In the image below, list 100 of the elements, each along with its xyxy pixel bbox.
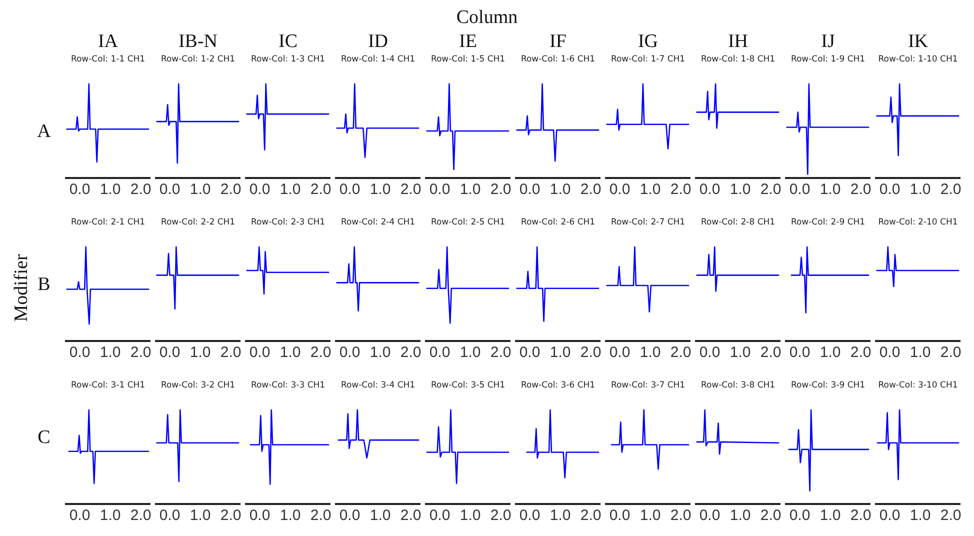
x-tick-label: 2.0 — [130, 181, 152, 198]
x-tick-label: 0.0 — [339, 181, 360, 198]
chart-title: Row-Col: 3-4 CH1 — [340, 380, 416, 390]
x-tick-label: 2.0 — [850, 181, 872, 198]
x-tick-label: 2.0 — [580, 344, 602, 362]
chart-title: Row-Col: 1-8 CH1 — [700, 54, 776, 64]
chart-title: Row-Col: 2-8 CH1 — [700, 217, 776, 228]
x-tick-label: 2.0 — [130, 344, 152, 362]
x-tick-label: 1.0 — [550, 507, 571, 524]
x-tick-label: 1.0 — [910, 181, 931, 198]
chart-title: Row-Col: 3-6 CH1 — [520, 380, 596, 390]
chart-title: Row-Col: 2-4 CH1 — [340, 217, 416, 228]
category-label: IB-N — [178, 31, 218, 53]
x-tick-label: 1.0 — [100, 344, 121, 362]
x-tick-label: 1.0 — [280, 181, 301, 198]
chart-title: Row-Col: 1-10 CH1 — [878, 54, 958, 64]
x-tick-label: 0.0 — [159, 507, 180, 524]
x-tick-label: 2.0 — [670, 344, 692, 362]
x-tick-label: 0.0 — [879, 181, 900, 198]
x-tick-label: 0.0 — [609, 344, 630, 362]
chart-title: Row-Col: 3-5 CH1 — [430, 380, 506, 390]
x-tick-label: 0.0 — [609, 507, 630, 524]
x-tick-label: 0.0 — [429, 507, 450, 524]
x-tick-label: 2.0 — [310, 507, 332, 524]
x-tick-label: 1.0 — [370, 181, 391, 198]
x-tick-label: 2.0 — [670, 181, 692, 198]
x-tick-label: 1.0 — [100, 507, 121, 524]
x-tick-label: 1.0 — [190, 507, 211, 524]
chart-title: Row-Col: 3-1 CH1 — [70, 380, 146, 390]
category-label: ID — [368, 31, 388, 53]
x-tick-label: 1.0 — [460, 181, 481, 198]
x-tick-label: 0.0 — [519, 181, 540, 198]
x-tick-label: 2.0 — [220, 181, 242, 198]
x-tick-label: 1.0 — [640, 344, 661, 362]
category-label: C — [38, 427, 50, 448]
x-tick-label: 2.0 — [490, 181, 512, 198]
chart-title: Row-Col: 1-4 CH1 — [340, 54, 416, 64]
x-tick-label: 1.0 — [910, 344, 931, 362]
x-tick-label: 1.0 — [820, 344, 841, 362]
x-tick-label: 1.0 — [730, 507, 751, 524]
x-tick-label: 2.0 — [580, 181, 602, 198]
x-tick-label: 0.0 — [879, 344, 900, 362]
x-tick-label: 2.0 — [760, 181, 782, 198]
x-tick-label: 2.0 — [940, 344, 962, 362]
x-tick-label: 2.0 — [850, 507, 872, 524]
category-label: B — [38, 274, 50, 295]
x-tick-label: 0.0 — [69, 507, 90, 524]
x-tick-label: 1.0 — [730, 181, 751, 198]
chart-title: Row-Col: 2-1 CH1 — [70, 217, 146, 228]
x-tick-label: 2.0 — [760, 507, 782, 524]
x-tick-label: 2.0 — [670, 507, 692, 524]
chart-title: Row-Col: 3-2 CH1 — [160, 380, 236, 390]
chart-title: Row-Col: 2-7 CH1 — [610, 217, 686, 228]
x-tick-label: 0.0 — [789, 344, 810, 362]
chart-title: Row-Col: 1-6 CH1 — [520, 54, 596, 64]
x-tick-label: 2.0 — [760, 344, 782, 362]
x-tick-label: 0.0 — [699, 181, 720, 198]
x-tick-label: 1.0 — [640, 507, 661, 524]
category-label: IJ — [821, 31, 835, 53]
category-label: IG — [638, 31, 658, 53]
x-tick-label: 2.0 — [580, 507, 602, 524]
x-tick-label: 2.0 — [490, 344, 512, 362]
x-tick-label: 0.0 — [429, 344, 450, 362]
x-tick-label: 0.0 — [339, 507, 360, 524]
x-tick-label: 2.0 — [130, 507, 152, 524]
x-tick-label: 0.0 — [339, 344, 360, 362]
x-tick-label: 1.0 — [100, 181, 121, 198]
x-tick-label: 0.0 — [879, 507, 900, 524]
chart-title: Row-Col: 2-6 CH1 — [520, 217, 596, 228]
x-tick-label: 1.0 — [550, 181, 571, 198]
category-label: IA — [98, 31, 118, 53]
chart-title: Row-Col: 1-7 CH1 — [610, 54, 686, 64]
text: Column — [456, 7, 518, 29]
chart-title: Row-Col: 2-2 CH1 — [160, 217, 236, 228]
chart-title: Row-Col: 1-5 CH1 — [430, 54, 506, 64]
x-tick-label: 1.0 — [820, 507, 841, 524]
category-label: IE — [459, 31, 477, 53]
x-tick-label: 0.0 — [519, 344, 540, 362]
x-tick-label: 1.0 — [730, 344, 751, 362]
chart-title: Row-Col: 2-10 CH1 — [878, 217, 958, 228]
x-tick-label: 2.0 — [400, 181, 422, 198]
x-tick-label: 1.0 — [280, 507, 301, 524]
x-tick-label: 1.0 — [280, 344, 301, 362]
x-tick-label: 0.0 — [249, 344, 270, 362]
x-tick-label: 2.0 — [400, 507, 422, 524]
x-tick-label: 1.0 — [820, 181, 841, 198]
x-tick-label: 0.0 — [159, 344, 180, 362]
x-tick-label: 2.0 — [220, 344, 242, 362]
x-tick-label: 0.0 — [69, 181, 90, 198]
category-label: IF — [550, 31, 566, 53]
chart-title: Row-Col: 2-5 CH1 — [430, 217, 506, 228]
x-tick-label: 2.0 — [310, 344, 332, 362]
text: Modifier — [11, 254, 33, 322]
x-tick-label: 1.0 — [910, 507, 931, 524]
x-tick-label: 0.0 — [159, 181, 180, 198]
x-tick-label: 2.0 — [220, 507, 242, 524]
x-tick-label: 2.0 — [490, 507, 512, 524]
x-tick-label: 2.0 — [940, 507, 962, 524]
x-tick-label: 1.0 — [370, 344, 391, 362]
x-tick-label: 1.0 — [640, 181, 661, 198]
